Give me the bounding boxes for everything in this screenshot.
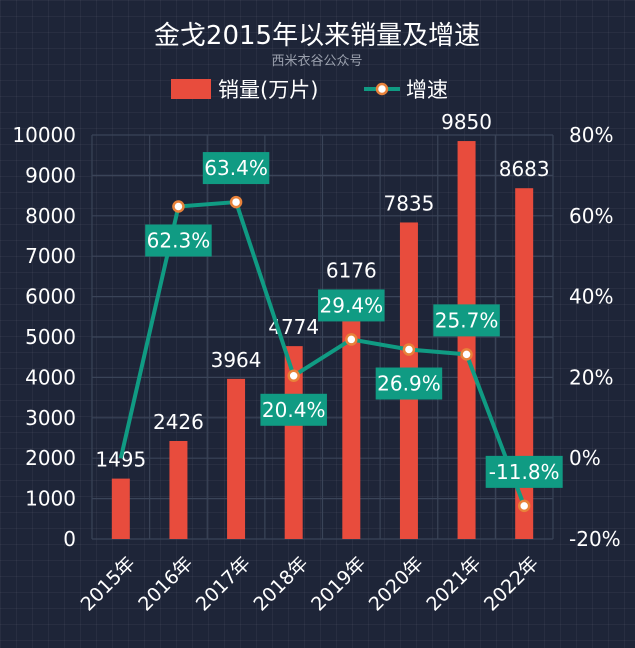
bar-value-label: 6176 xyxy=(326,258,377,282)
growth-point xyxy=(229,195,243,209)
growth-point xyxy=(517,499,531,513)
bar-value-label: 2426 xyxy=(153,410,204,434)
y-right-tick-label: 0% xyxy=(569,446,601,470)
growth-label-box xyxy=(433,304,500,337)
y-right-tick-label: 80% xyxy=(569,123,613,147)
legend: 销量(万片) 增速 xyxy=(171,78,448,102)
y-axis-left: 0 1000 2000 3000 4000 5000 6000 7000 8000 9000 100… xyxy=(12,123,76,551)
growth-label: 25.7% xyxy=(435,308,499,332)
x-tick-label: 2022年 xyxy=(480,552,543,615)
growth-label: 29.4% xyxy=(320,293,384,317)
y-left-tick-label: 5000 xyxy=(25,325,76,349)
chart-subtitle: 西米衣谷公众号 xyxy=(271,53,362,69)
x-tick-label: 2017年 xyxy=(192,552,255,615)
bar xyxy=(342,289,361,539)
bar-value-label: 7835 xyxy=(383,191,434,215)
y-right-tick-label: 40% xyxy=(569,285,613,309)
y-left-tick-label: 10000 xyxy=(12,123,76,147)
growth-label: 62.3% xyxy=(147,229,211,253)
y-right-tick-label: -20% xyxy=(569,527,621,551)
bar xyxy=(111,478,130,539)
bar xyxy=(169,440,188,539)
legend-bar-swatch xyxy=(171,79,211,99)
growth-label: -11.8% xyxy=(489,460,560,484)
y-left-tick-label: 9000 xyxy=(25,163,76,187)
y-left-tick-label: 0 xyxy=(63,527,76,551)
growth-label-box xyxy=(145,224,212,257)
x-tick-label: 2016年 xyxy=(134,552,197,615)
growth-label-box xyxy=(375,367,443,400)
bar-value-label: 3964 xyxy=(211,348,262,372)
x-tick-label: 2021年 xyxy=(422,552,485,615)
legend-line-marker xyxy=(375,82,389,96)
legend-bar-label: 销量(万片) xyxy=(218,78,318,102)
bar xyxy=(227,378,246,539)
x-tick-label: 2018年 xyxy=(249,552,312,615)
growth-line-series: 62.3% 63.4% 20.4% 29.4% 26.9% 25.7% -11.8% xyxy=(118,152,563,513)
x-tick-label: 2020年 xyxy=(365,552,428,615)
bar xyxy=(515,188,534,540)
y-right-tick-label: 20% xyxy=(569,365,613,389)
growth-point xyxy=(287,369,300,383)
bar-value-label: 8683 xyxy=(499,157,550,181)
x-tick-label: 2015年 xyxy=(77,552,140,615)
y-right-tick-label: 60% xyxy=(569,204,613,228)
y-left-tick-label: 7000 xyxy=(25,244,76,268)
growth-label: 26.9% xyxy=(377,372,441,396)
bar xyxy=(457,141,476,539)
growth-label-box xyxy=(485,455,563,488)
grid-lines xyxy=(91,134,554,540)
growth-label: 20.4% xyxy=(262,398,326,422)
y-left-tick-label: 3000 xyxy=(25,406,76,430)
y-left-tick-label: 6000 xyxy=(25,285,76,309)
chart-title: 金戈2015年以来销量及增速 xyxy=(154,21,480,51)
y-left-tick-label: 4000 xyxy=(25,365,76,389)
growth-point xyxy=(172,200,185,213)
x-tick-label: 2019年 xyxy=(307,552,370,615)
growth-point xyxy=(345,333,358,346)
growth-label-box xyxy=(318,289,385,322)
growth-point xyxy=(460,348,473,361)
growth-label-box xyxy=(260,393,327,426)
y-axis-right: -20% 0% 20% 40% 60% 80% xyxy=(569,123,621,551)
y-left-tick-label: 1000 xyxy=(25,487,76,511)
y-left-tick-label: 2000 xyxy=(25,446,76,470)
bar-value-label: 9850 xyxy=(441,110,492,134)
growth-label-box xyxy=(202,152,270,185)
legend-line-label: 增速 xyxy=(406,78,448,102)
growth-label: 63.4% xyxy=(204,156,268,180)
growth-line xyxy=(118,200,527,507)
growth-point xyxy=(402,343,416,356)
y-left-tick-label: 8000 xyxy=(25,204,76,228)
